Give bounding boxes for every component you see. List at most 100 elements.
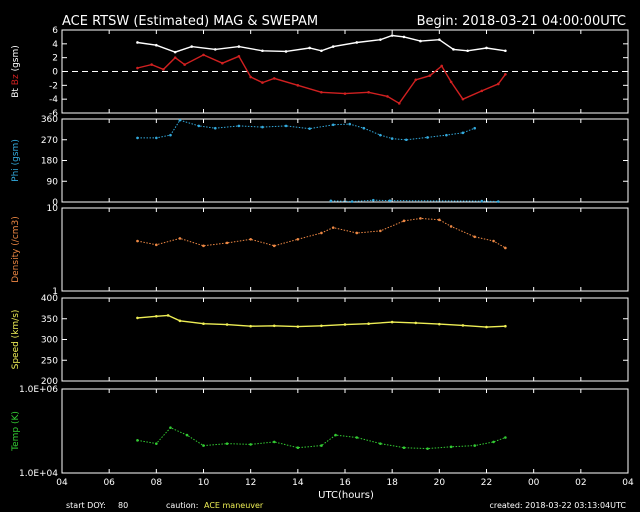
created-time: created: 2018-03-22 03:13:04UTC <box>489 501 626 510</box>
data-point-bt <box>308 46 311 50</box>
data-point-speed <box>272 324 276 328</box>
data-point-temp <box>296 446 300 450</box>
data-point-bt <box>284 50 288 53</box>
data-point-temp <box>504 436 507 439</box>
data-point-bt <box>320 49 323 53</box>
data-point-speed <box>320 324 323 328</box>
data-point-temp <box>320 444 323 447</box>
y-tick-label: 6 <box>52 26 58 36</box>
data-point-bz <box>320 90 323 94</box>
data-point-bt <box>155 43 158 47</box>
data-point-bz <box>343 92 347 95</box>
data-point-bz <box>386 95 389 98</box>
y-tick-label: 180 <box>41 157 58 167</box>
data-point-bz <box>449 80 453 84</box>
data-point-bt <box>504 49 507 53</box>
data-point-temp <box>492 440 495 444</box>
data-point-temp <box>249 443 252 446</box>
data-point-bz <box>397 102 401 105</box>
data-point-density <box>249 237 252 241</box>
data-point-phi <box>379 133 382 137</box>
data-point-bz <box>202 53 205 57</box>
data-point-phi <box>329 199 333 203</box>
data-point-speed <box>438 322 441 326</box>
data-point-bt <box>190 45 194 48</box>
data-point-bz <box>272 77 276 80</box>
data-point-bt <box>485 46 488 50</box>
data-point-speed <box>390 320 394 324</box>
data-point-speed <box>367 322 370 326</box>
caution-text: ACE maneuver <box>204 501 264 510</box>
data-point-density <box>402 219 406 223</box>
data-point-temp <box>169 426 172 429</box>
data-point-temp <box>402 446 406 450</box>
start-doy-label: start DOY: <box>66 501 106 510</box>
y-axis-label-density: Density (/cm3) <box>11 216 21 283</box>
data-point-density <box>438 218 441 222</box>
data-point-speed <box>136 316 139 320</box>
data-point-temp <box>202 444 205 447</box>
data-point-density <box>449 225 453 228</box>
x-tick-label: 14 <box>292 478 304 488</box>
y-tick-label: 250 <box>41 356 58 366</box>
data-point-temp <box>426 447 429 450</box>
data-point-bz <box>296 84 300 87</box>
x-tick-label: 08 <box>151 478 163 488</box>
data-point-density <box>202 244 205 248</box>
y-tick-label: -2 <box>49 81 58 91</box>
data-point-speed <box>225 323 229 326</box>
data-point-bz <box>249 75 252 79</box>
data-point-density <box>272 244 276 248</box>
y-axis-label-part: (gsm) <box>11 45 21 74</box>
data-point-density <box>331 226 335 229</box>
data-point-temp <box>473 444 477 447</box>
data-point-speed <box>166 314 170 317</box>
data-point-phi <box>155 136 158 140</box>
data-point-bt <box>390 34 394 37</box>
y-axis-label-speed: Speed (km/s) <box>11 310 21 370</box>
series-speed-line <box>137 314 506 328</box>
y-tick-label: 10 <box>47 204 59 214</box>
data-point-bz <box>162 68 165 71</box>
data-point-bz <box>367 90 370 94</box>
data-point-speed <box>249 324 252 328</box>
begin-time: Begin: 2018-03-21 04:00:00UTC <box>417 14 626 29</box>
y-axis-label-mag: Bt Bz (gsm) <box>11 45 21 98</box>
data-point-speed <box>155 314 158 318</box>
y-axis-label-part: Bt <box>11 88 21 98</box>
data-point-temp <box>449 445 453 449</box>
series-phi-line <box>330 199 499 203</box>
y-tick-label: -4 <box>49 95 58 105</box>
data-point-density <box>136 239 139 243</box>
x-axis: 04 06 08 10 12 14 16 18 20 22 00 02 04 <box>56 478 634 488</box>
y-tick-label: -6 <box>49 109 58 119</box>
data-point-bz <box>480 89 484 93</box>
data-point-bt <box>173 50 177 54</box>
data-point-bt <box>402 35 406 39</box>
data-point-phi <box>445 133 448 137</box>
x-tick-label: 02 <box>575 478 586 488</box>
panels-group: 6 4 2 0 -2 -4 -6 Bt Bz (gsm) 360 270 180 90 0 Phi (gs… <box>11 26 629 479</box>
chart-title: ACE RTSW (Estimated) MAG & SWEPAM <box>62 14 318 29</box>
data-point-bz <box>428 74 432 77</box>
y-axis-label-part: Bz <box>11 74 21 88</box>
y-tick-label: 1 <box>52 287 58 297</box>
data-point-phi <box>331 123 335 127</box>
y-tick-label: 1.0E+06 <box>19 385 58 395</box>
y-tick-label: 90 <box>47 177 59 187</box>
data-point-phi <box>480 199 484 203</box>
data-point-density <box>473 235 477 239</box>
data-point-temp <box>225 442 229 445</box>
data-point-speed <box>504 324 507 328</box>
x-tick-label: 00 <box>528 478 540 488</box>
data-point-bz <box>461 97 465 101</box>
data-point-temp <box>185 433 189 437</box>
data-point-phi <box>362 126 366 130</box>
data-point-bt <box>136 41 139 44</box>
caution-label: caution: <box>166 501 198 510</box>
data-point-speed <box>414 321 418 325</box>
data-point-bt <box>331 45 335 48</box>
start-doy-value: 80 <box>118 501 128 510</box>
data-point-phi <box>237 124 241 128</box>
